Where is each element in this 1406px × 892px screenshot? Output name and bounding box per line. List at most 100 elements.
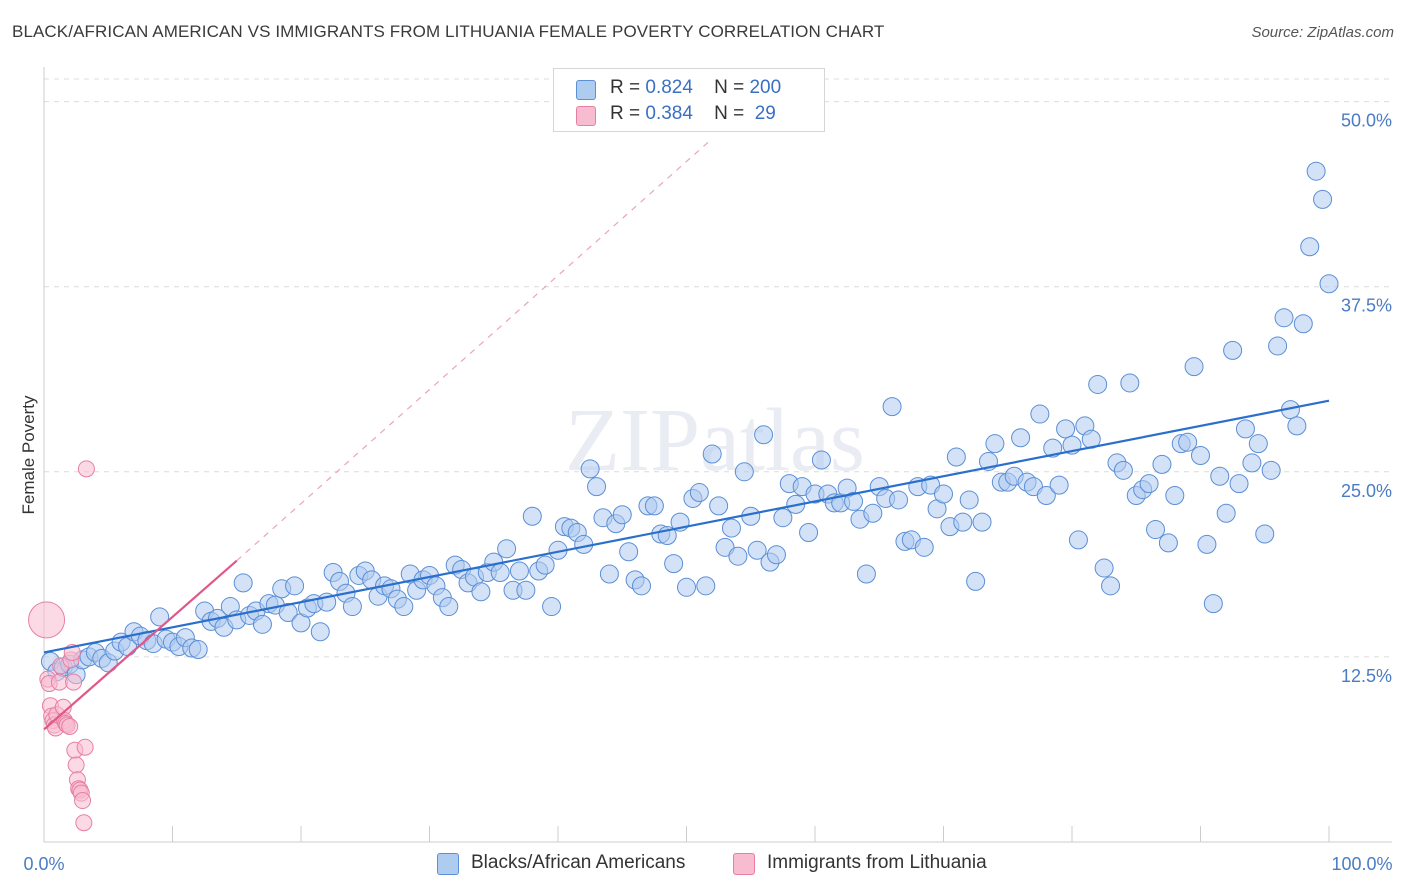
data-point-blacks [1043,438,1063,458]
data-point-blacks [1049,475,1069,495]
data-point-blacks [1178,432,1198,452]
legend-r-label: R = [610,77,641,98]
legend-r-value: 0.384 [645,103,693,124]
data-point-blacks [972,512,992,532]
y-axis-title: Female Poverty [19,395,38,515]
data-point-blacks [1120,373,1140,393]
data-point-blacks [1011,428,1031,448]
data-point-blacks [799,523,819,543]
data-point-blacks [1158,533,1178,553]
data-point-blacks [1088,374,1108,394]
data-point-blacks [490,563,510,582]
legend-swatch-pink [576,106,596,126]
legend-r-label: R = [610,103,641,124]
bottom-legend-label: Immigrants from Lithuania [767,852,987,873]
data-point-blacks [773,508,793,528]
data-point-blacks [535,555,555,575]
data-point-blacks [1094,558,1114,578]
data-point-blacks [863,503,883,523]
data-point-blacks [844,491,864,511]
data-point-blacks [1306,161,1326,181]
data-point-blacks [1146,520,1166,540]
data-point-blacks [439,597,459,617]
legend-n-label: N = [714,103,745,124]
data-point-blacks [1287,416,1307,436]
data-point-lithuania [28,601,66,639]
data-point-blacks [612,505,632,525]
data-point-blacks [914,537,934,557]
data-point-blacks [1152,454,1172,474]
data-point-blacks [188,640,208,659]
data-point-blacks [471,582,491,602]
data-point-blacks [702,444,722,464]
data-point-blacks [522,506,542,526]
data-point-blacks [677,577,696,597]
data-point-blacks [689,483,709,503]
data-point-blacks [1197,534,1217,554]
data-point-blacks [1216,503,1236,523]
data-point-blacks [734,462,754,482]
data-point-blacks [1248,434,1268,454]
y-tick-label: 12.5% [1341,666,1392,686]
data-point-blacks [1261,460,1281,480]
source-label: Source: ZipAtlas.com [1251,24,1394,41]
legend-row-blacks: R = 0.824 N = 200 [576,77,781,101]
trend-line-lithuania-dashed [236,138,713,562]
data-point-blacks [1293,314,1313,334]
legend-n-label: N = [714,77,745,98]
watermark: ZIPatlas [565,391,865,490]
data-point-blacks [766,545,786,565]
data-point-blacks [1229,474,1249,494]
y-tick-label: 37.5% [1341,296,1392,316]
y-tick-label: 50.0% [1341,111,1392,131]
legend-n-value: 200 [749,77,782,98]
data-point-blacks [1068,530,1088,550]
data-point-blacks [1036,486,1056,505]
data-point-blacks [882,397,902,417]
data-point-blacks [1056,419,1076,439]
legend-n-value: 29 [749,103,776,124]
legend-r-value: 0.824 [645,77,693,98]
data-point-blacks [644,496,664,516]
x-tick-labels: 0.0% 100.0% [23,854,1392,874]
data-point-lithuania [61,718,79,735]
data-point-blacks [252,614,272,634]
x-tick-label: 0.0% [23,854,64,874]
data-point-blacks [310,622,330,642]
trend-lines [43,399,1330,731]
data-point-blacks [1210,466,1230,486]
x-tick-label: 100.0% [1331,854,1392,874]
data-point-blacks [959,490,979,510]
data-point-blacks [580,459,600,479]
data-point-blacks [946,447,966,467]
data-point-blacks [394,597,414,617]
data-point-lithuania [65,673,83,691]
y-tick-labels: 12.5% 25.0% 37.5% 50.0% [1341,111,1392,686]
trend-line-lithuania-extended [236,138,713,562]
data-point-blacks [889,490,909,510]
data-point-blacks [721,518,741,538]
correlation-legend: R = 0.824 N = 200 R = 0.384 N = 29 [553,68,825,132]
data-point-blacks [1223,340,1243,360]
data-point-blacks [1319,274,1339,294]
data-point-blacks [953,512,973,532]
data-point-blacks [1268,336,1288,356]
data-point-blacks [934,484,953,504]
data-point-blacks [1139,474,1159,494]
trend-line-blacks [43,399,1330,654]
data-point-blacks [709,496,729,516]
data-point-blacks [1203,594,1223,614]
data-point-blacks [1030,404,1050,424]
data-point-blacks [497,539,517,559]
data-point-blacks [150,607,170,627]
data-point-blacks [1191,446,1210,466]
data-point-blacks [1101,576,1121,596]
data-point-blacks [696,576,716,596]
data-point-blacks [542,597,562,617]
data-point-blacks [1165,486,1185,505]
data-point-blacks [1255,524,1275,544]
data-point-blacks [1242,453,1262,473]
data-point-blacks [233,573,253,593]
y-tick-label: 25.0% [1341,481,1392,501]
